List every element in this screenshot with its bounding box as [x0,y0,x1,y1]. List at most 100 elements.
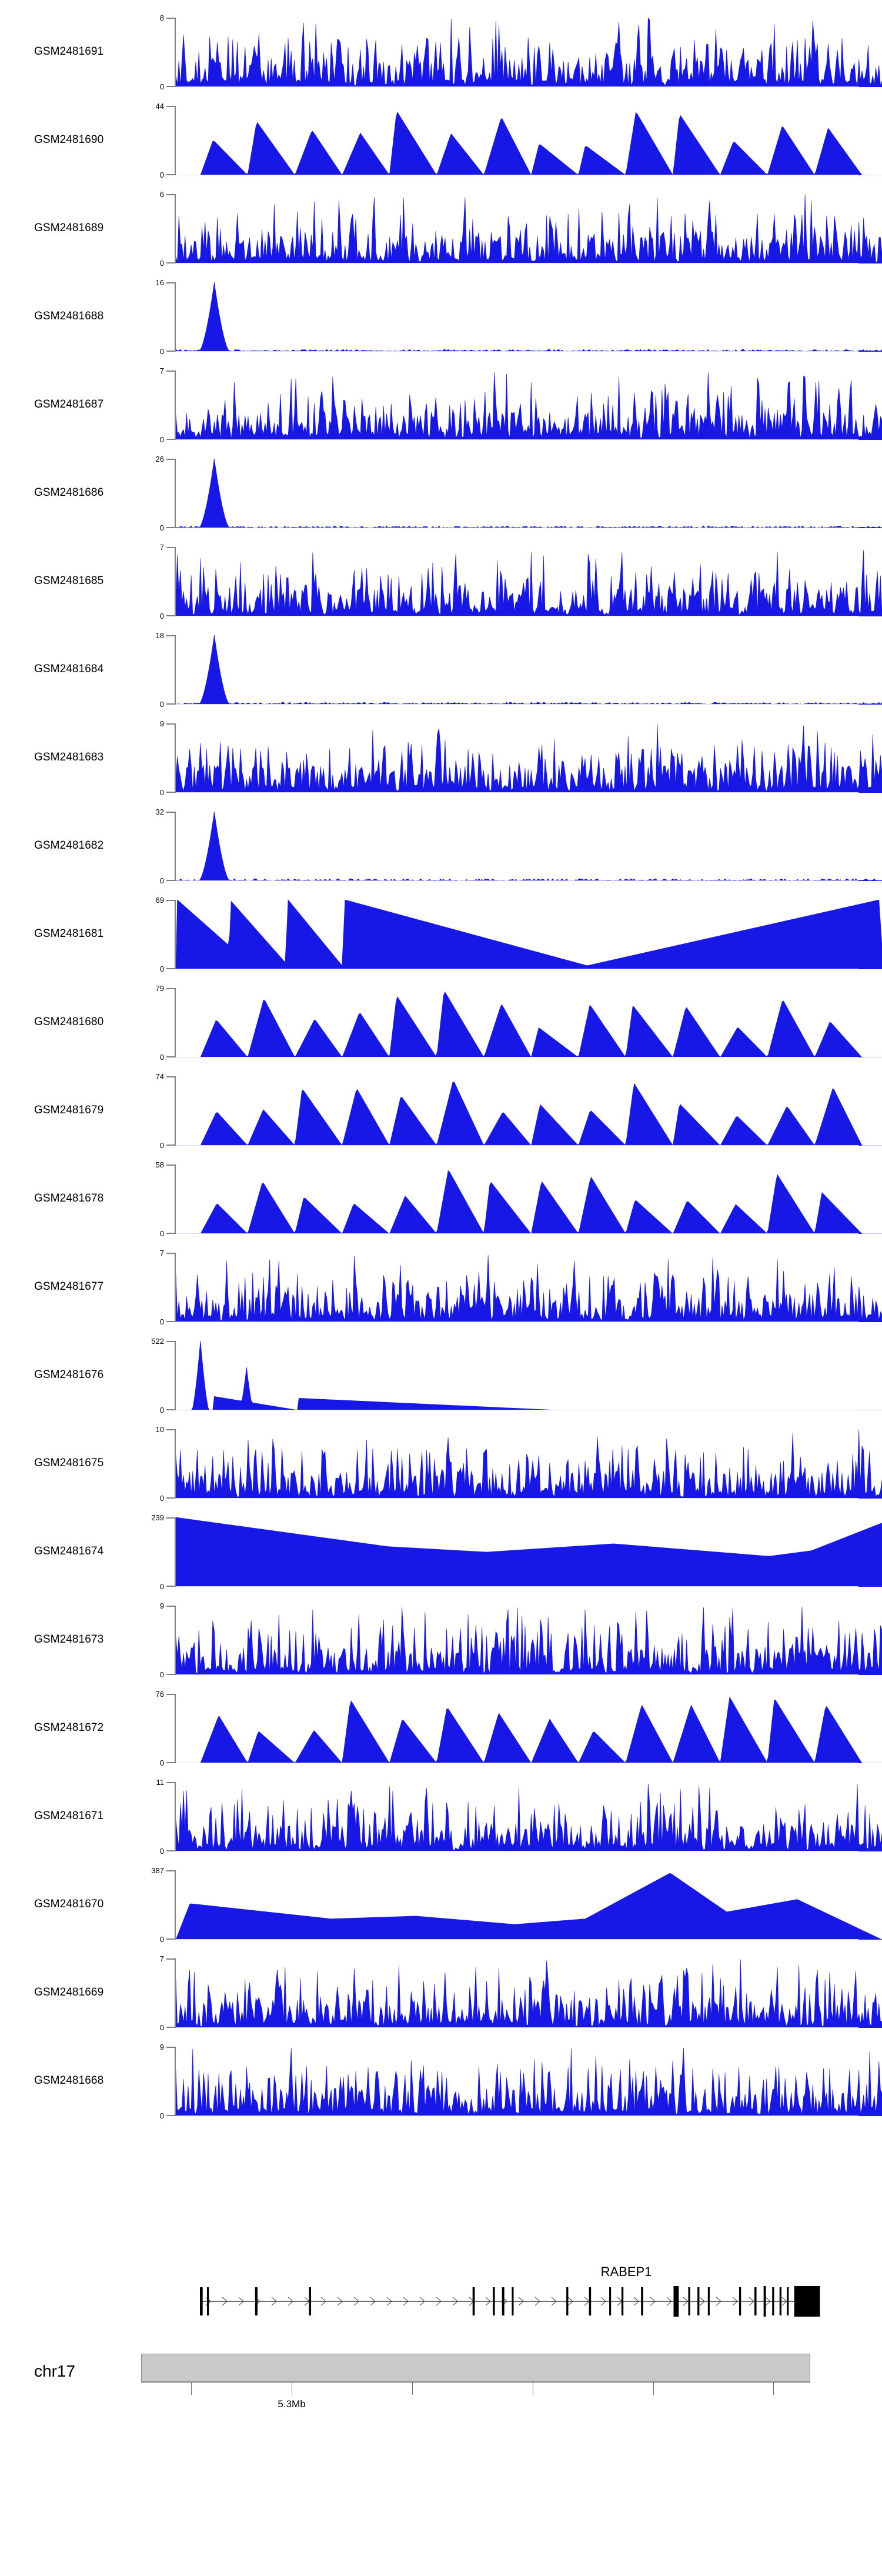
track-y-axis: 69 0 [143,896,179,973]
exon[interactable] [309,2287,312,2315]
coverage-track[interactable]: GSM2481684 18 0 [0,632,882,708]
coverage-track[interactable]: GSM2481682 32 0 [0,808,882,885]
y-axis-max-label: 10 [155,1425,164,1434]
exon[interactable] [794,2286,820,2317]
exon[interactable] [206,2287,209,2315]
coverage-track[interactable]: GSM2481689 6 0 [0,190,882,267]
y-axis-line [175,18,176,87]
gene-annotation-track[interactable]: RABEP1 [0,2264,882,2329]
coverage-track[interactable]: GSM2481673 9 0 [0,1602,882,1679]
signal-plot[interactable] [176,900,882,969]
signal-plot[interactable] [176,459,882,528]
exon[interactable] [688,2287,690,2315]
exon[interactable] [255,2287,258,2315]
coverage-track[interactable]: GSM2481690 44 0 [0,102,882,179]
y-axis-tick-max [166,1164,176,1166]
signal-plot[interactable] [176,106,882,175]
signal-plot[interactable] [176,1076,882,1146]
signal-plot[interactable] [176,1517,882,1587]
exon[interactable] [621,2287,624,2315]
chromosome-bar[interactable] [141,2354,810,2382]
exon[interactable] [609,2287,612,2315]
exon[interactable] [754,2287,757,2315]
signal-plot[interactable] [176,1253,882,1322]
exon[interactable] [739,2287,741,2315]
coverage-track[interactable]: GSM2481668 9 0 [0,2043,882,2120]
coverage-track[interactable]: GSM2481675 10 0 [0,1425,882,1502]
coverage-track[interactable]: GSM2481676 522 0 [0,1337,882,1414]
exon[interactable] [641,2287,643,2315]
signal-plot[interactable] [176,194,882,263]
exon[interactable] [787,2287,789,2315]
coverage-track[interactable]: GSM2481691 8 0 [0,14,882,91]
exon[interactable] [589,2287,592,2315]
axis-tick [191,2382,192,2395]
exon[interactable] [566,2287,569,2315]
signal-plot[interactable] [176,812,882,881]
track-sample-label: GSM2481677 [34,1280,104,1293]
coverage-track[interactable]: GSM2481672 76 0 [0,1690,882,1767]
gene-model[interactable] [0,2281,882,2322]
coverage-track[interactable]: GSM2481687 7 0 [0,367,882,443]
coverage-track[interactable]: GSM2481683 9 0 [0,720,882,796]
coverage-track[interactable]: GSM2481678 58 0 [0,1161,882,1238]
signal-plot[interactable] [176,723,882,793]
track-sample-label: GSM2481673 [34,1633,104,1646]
signal-plot[interactable] [176,1870,882,1940]
exon[interactable] [200,2287,203,2315]
signal-plot[interactable] [176,1164,882,1234]
coverage-track[interactable]: GSM2481670 387 0 [0,1867,882,1944]
track-baseline [176,792,858,793]
exon[interactable] [697,2287,700,2315]
coverage-track[interactable]: GSM2481685 7 0 [0,543,882,620]
signal-plot[interactable] [176,1694,882,1763]
signal-plot[interactable] [176,1782,882,1851]
y-axis-min-label: 0 [159,1935,164,1944]
track-baseline [176,1674,858,1675]
exon[interactable] [673,2286,679,2317]
signal-path [176,372,882,440]
coverage-track[interactable]: GSM2481669 7 0 [0,1955,882,2031]
coverage-track[interactable]: GSM2481671 11 0 [0,1778,882,1855]
signal-plot[interactable] [176,1958,882,2028]
signal-plot[interactable] [176,2047,882,2116]
coverage-track[interactable]: GSM2481674 239 0 [0,1514,882,1591]
y-axis-min-label: 0 [159,1582,164,1591]
coverage-track[interactable]: GSM2481677 7 0 [0,1249,882,1326]
y-axis-min-label: 0 [159,612,164,620]
signal-plot[interactable] [176,635,882,705]
y-axis-max-label: 6 [159,190,164,199]
exon[interactable] [502,2287,505,2315]
signal-plot[interactable] [176,282,882,352]
y-axis-tick-max [166,900,176,901]
exon[interactable] [772,2287,774,2315]
signal-plot[interactable] [176,1606,882,1675]
axis-tick-label: 5.3Mb [278,2398,306,2410]
signal-plot[interactable] [176,18,882,87]
exon[interactable] [779,2287,782,2315]
y-axis-line [175,194,176,263]
exon[interactable] [512,2287,514,2315]
track-sample-label: GSM2481691 [34,45,104,58]
exon[interactable] [493,2287,495,2315]
signal-plot[interactable] [176,1429,882,1499]
y-axis-tick-max [166,2047,176,2048]
exon[interactable] [472,2287,475,2315]
exon[interactable] [763,2286,766,2317]
signal-plot[interactable] [176,547,882,616]
signal-plot[interactable] [176,1341,882,1410]
coverage-track[interactable]: GSM2481680 79 0 [0,985,882,1061]
signal-plot[interactable] [176,988,882,1057]
coverage-track[interactable]: GSM2481688 16 0 [0,279,882,355]
strand-arrow-icon [485,2297,491,2306]
track-sample-label: GSM2481685 [34,575,104,587]
coverage-track[interactable]: GSM2481681 69 0 [0,896,882,973]
track-y-axis: 387 0 [143,1867,179,1944]
coverage-track[interactable]: GSM2481679 74 0 [0,1073,882,1149]
y-axis-min-label: 0 [159,1229,164,1238]
signal-plot[interactable] [176,371,882,440]
coverage-track[interactable]: GSM2481686 26 0 [0,455,882,532]
exon[interactable] [707,2287,710,2315]
